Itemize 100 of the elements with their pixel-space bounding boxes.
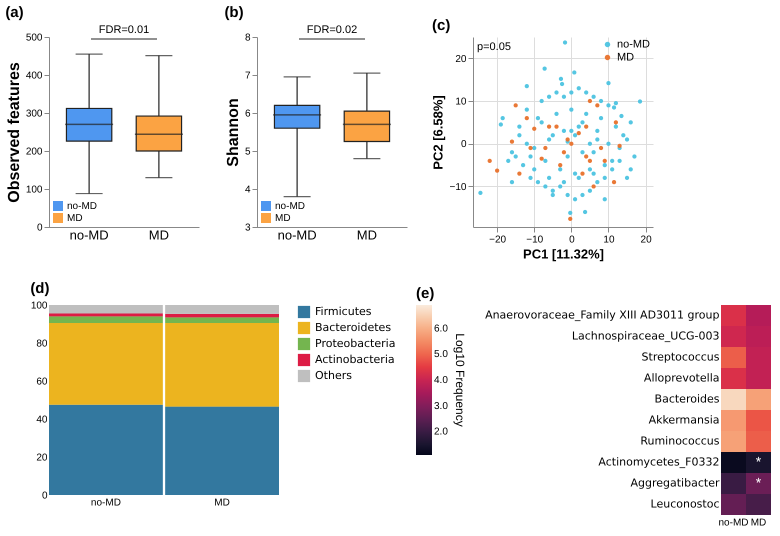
legend-label: MD [275,213,291,224]
point [543,146,548,150]
point [510,139,514,144]
point [588,98,592,104]
point [580,172,585,176]
legend-label: MD [67,213,83,224]
x-tick-label: no-MD [278,228,317,242]
y-tick-label: 200 [26,146,43,158]
chart-title: (a) [5,4,24,21]
chart-title: (d) [30,280,50,297]
x-tick-label: −20 [489,234,507,246]
point [569,142,574,146]
y-tick-label: −10 [450,182,467,193]
y-tick-label: Anaerovoraceae_Family XIII AD3011 group [485,308,720,322]
point [592,184,596,189]
y-tick-label: 8 [244,32,251,44]
point [532,126,536,131]
point [576,130,581,136]
color-bar-label: 2.0 [434,426,448,438]
y-tick-label: Streptococcus [642,350,720,364]
bar [49,323,163,405]
text: FDR=0.01 [98,24,150,36]
data-label: * [756,474,762,490]
point [588,158,592,163]
point [562,150,566,154]
point [517,172,522,176]
legend-label: Bacteroidetes [315,321,392,334]
y-tick-label: Ruminococcus [640,434,720,448]
color-bar-label: 5.0 [434,349,448,360]
y-tick-label: 20 [36,452,48,464]
y-tick-label: 40 [36,414,48,426]
y-tick-label: 0 [42,490,48,502]
bar [165,317,279,324]
point [488,158,492,163]
y-tick-label: Actinomycetes_F0332 [598,456,720,468]
point [540,156,544,161]
y-axis-title: PC2 [6.58%] [430,95,446,170]
y-tick-label: 10 [455,96,467,108]
point [614,120,618,125]
point [568,216,572,222]
point [546,124,552,129]
chart-title: (b) [224,4,244,21]
y-tick-label: 6 [244,108,251,120]
x-tick-label: MD [148,228,169,242]
text: (e) [416,285,434,302]
y-tick-label: Akkermansia [648,414,720,426]
y-tick-label: 60 [36,376,48,388]
legend-label: Firmicutes [315,305,372,318]
y-tick-label: 400 [26,70,43,82]
y-tick-label: Bacteroides [654,392,720,406]
legend-label: no-MD [275,201,306,212]
y-tick-label: 4 [244,184,251,196]
y-tick-label: Lachnospiraceae_UCG-003 [572,330,720,342]
y-axis-title: Shannon [224,98,242,167]
point [495,168,500,173]
y-tick-label: 20 [455,54,467,65]
point [566,137,570,142]
y-tick-label: Aggregatibacter [630,476,720,490]
x-tick-label: −10 [526,234,544,246]
point [598,146,604,150]
bar [49,314,163,316]
chart-title: (c) [432,17,450,34]
y-tick-label: 100 [26,184,43,196]
bar [165,406,279,495]
point [584,124,588,129]
data-label: * [756,454,762,470]
legend-label: no-MD [67,201,98,212]
bar [165,314,279,318]
point [524,116,529,120]
y-tick-label: 300 [26,108,43,120]
y-tick-label: 500 [26,32,43,44]
color-bar-label: 4.0 [434,375,448,386]
legend-label: Actinobacteria [315,353,395,366]
point [514,103,518,108]
legend-label: Proteobacteria [315,337,396,350]
point [612,180,616,184]
point [602,158,607,163]
y-tick-label: 7 [244,70,251,82]
bar [49,316,163,324]
bar [49,305,163,314]
annotation: p=0.05 [477,41,511,53]
text: FDR=0.02 [306,24,358,36]
legend-label: no-MD [617,38,650,50]
y-tick-label: 100 [30,300,48,312]
color-bar-label: 3.0 [434,400,448,412]
y-tick-label: Alloprevotella [644,372,720,384]
y-tick-label: 0 [460,139,467,150]
y-tick-label: Leuconostoc [650,498,720,510]
point [558,162,562,168]
y-tick-label: 5 [244,146,251,158]
point [554,124,559,129]
point [584,154,588,159]
x-axis-title: PC1 [11.32%] [523,246,604,262]
legend-label: MD [617,52,634,64]
y-tick-label: 3 [244,222,251,234]
point [528,146,533,150]
y-tick-label: 80 [36,338,48,350]
x-tick-label: MD [356,228,377,242]
y-axis-title: Observed features [6,62,23,203]
x-tick-label: no-MD [70,228,109,242]
